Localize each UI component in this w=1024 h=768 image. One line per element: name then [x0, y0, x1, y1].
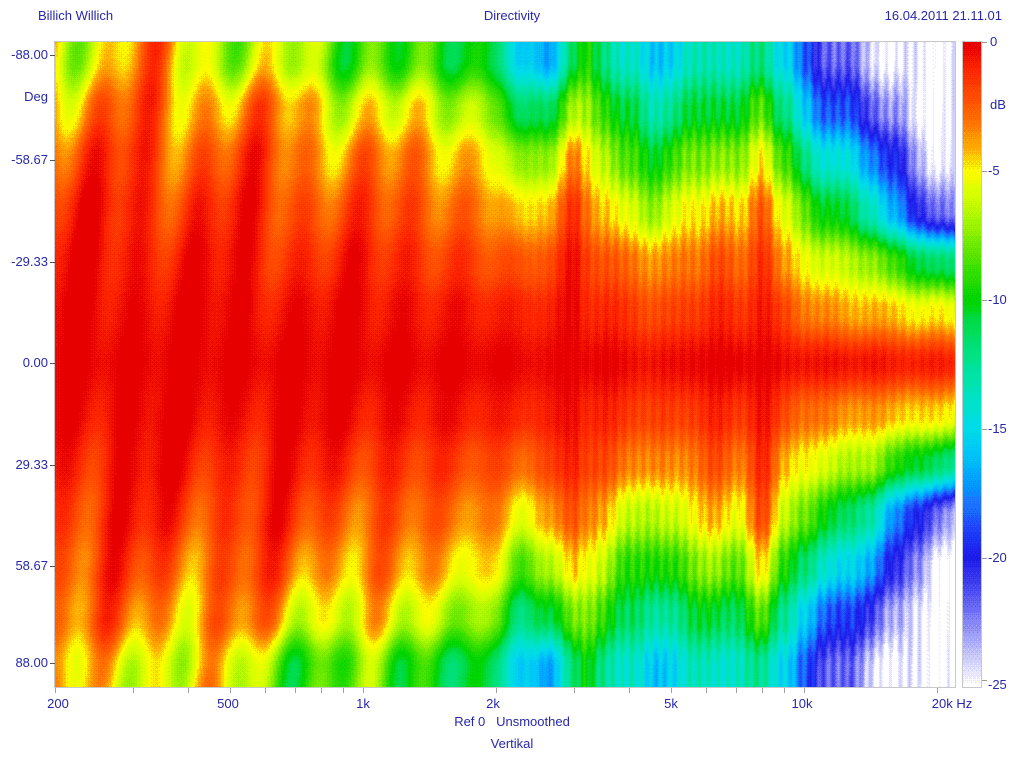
x-minor-tick-mark — [188, 688, 189, 693]
x-minor-tick-mark — [363, 688, 364, 693]
y-tick-label: -29.33 — [11, 254, 48, 269]
x-minor-tick-mark — [230, 688, 231, 693]
colorbar-tick-label: 0 — [990, 34, 998, 49]
colorbar-tick-mark — [982, 171, 987, 172]
colorbar-tick-mark — [982, 558, 987, 559]
x-tick-label: 5k — [664, 696, 678, 711]
x-minor-tick-mark — [736, 688, 737, 693]
y-tick-label: 58.67 — [15, 558, 48, 573]
x-minor-tick-mark — [133, 688, 134, 693]
y-tick-mark — [50, 465, 55, 466]
plot-frame — [54, 41, 956, 688]
y-tick-mark — [50, 262, 55, 263]
colorbar-frame — [962, 41, 982, 688]
x-tick-label: 500 — [217, 696, 239, 711]
x-tick-label: 1k — [356, 696, 370, 711]
y-tick-label: 0.00 — [22, 355, 48, 370]
x-minor-tick-mark — [55, 688, 56, 693]
colorbar-tick-label: -5 — [988, 163, 1000, 178]
plane-label: Vertikal — [490, 736, 534, 751]
x-minor-tick-mark — [804, 688, 805, 693]
x-minor-tick-mark — [671, 688, 672, 693]
colorbar-tick-label: -25 — [988, 677, 1007, 692]
y-tick-label: 88.00 — [15, 655, 48, 670]
x-minor-tick-mark — [784, 688, 785, 693]
x-minor-tick-mark — [706, 688, 707, 693]
x-tick-label: 20k Hz — [931, 696, 973, 711]
colorbar-tick-mark — [982, 680, 987, 681]
x-tick-label: 2k — [486, 696, 500, 711]
x-minor-tick-mark — [343, 688, 344, 693]
x-minor-tick-mark — [295, 688, 296, 693]
colorbar-canvas — [963, 42, 981, 687]
y-tick-label: -88.00 — [11, 47, 48, 62]
x-tick-label: 10k — [791, 696, 813, 711]
colorbar-tick-mark — [982, 42, 987, 43]
colorbar-tick-mark — [982, 429, 987, 430]
measurement-title: Billich Willich — [38, 8, 114, 23]
y-tick-mark — [50, 363, 55, 364]
y-tick-label: -58.67 — [11, 152, 48, 167]
x-minor-tick-mark — [496, 688, 497, 693]
y-tick-mark — [50, 663, 55, 664]
y-axis-unit: Deg — [24, 89, 48, 104]
colorbar-tick-label: -10 — [988, 292, 1007, 307]
x-tick-label: 200 — [47, 696, 69, 711]
x-minor-tick-mark — [321, 688, 322, 693]
colorbar-unit-label: dB — [990, 97, 1006, 112]
x-minor-tick-mark — [762, 688, 763, 693]
x-minor-tick-mark — [574, 688, 575, 693]
y-tick-mark — [50, 160, 55, 161]
x-minor-tick-mark — [629, 688, 630, 693]
page-title: Directivity — [483, 8, 541, 23]
x-minor-tick-mark — [937, 688, 938, 693]
y-tick-mark — [50, 55, 55, 56]
ref-smoothing-label: Ref 0 Unsmoothed — [454, 714, 570, 729]
timestamp: 16.04.2011 21.11.01 — [884, 8, 1002, 23]
colorbar-tick-mark — [982, 300, 987, 301]
colorbar-tick-label: -20 — [988, 550, 1007, 565]
y-tick-label: 29.33 — [15, 457, 48, 472]
colorbar-tick-label: -15 — [988, 421, 1007, 436]
y-tick-mark — [50, 566, 55, 567]
x-minor-tick-mark — [265, 688, 266, 693]
directivity-heatmap-canvas — [55, 42, 955, 687]
